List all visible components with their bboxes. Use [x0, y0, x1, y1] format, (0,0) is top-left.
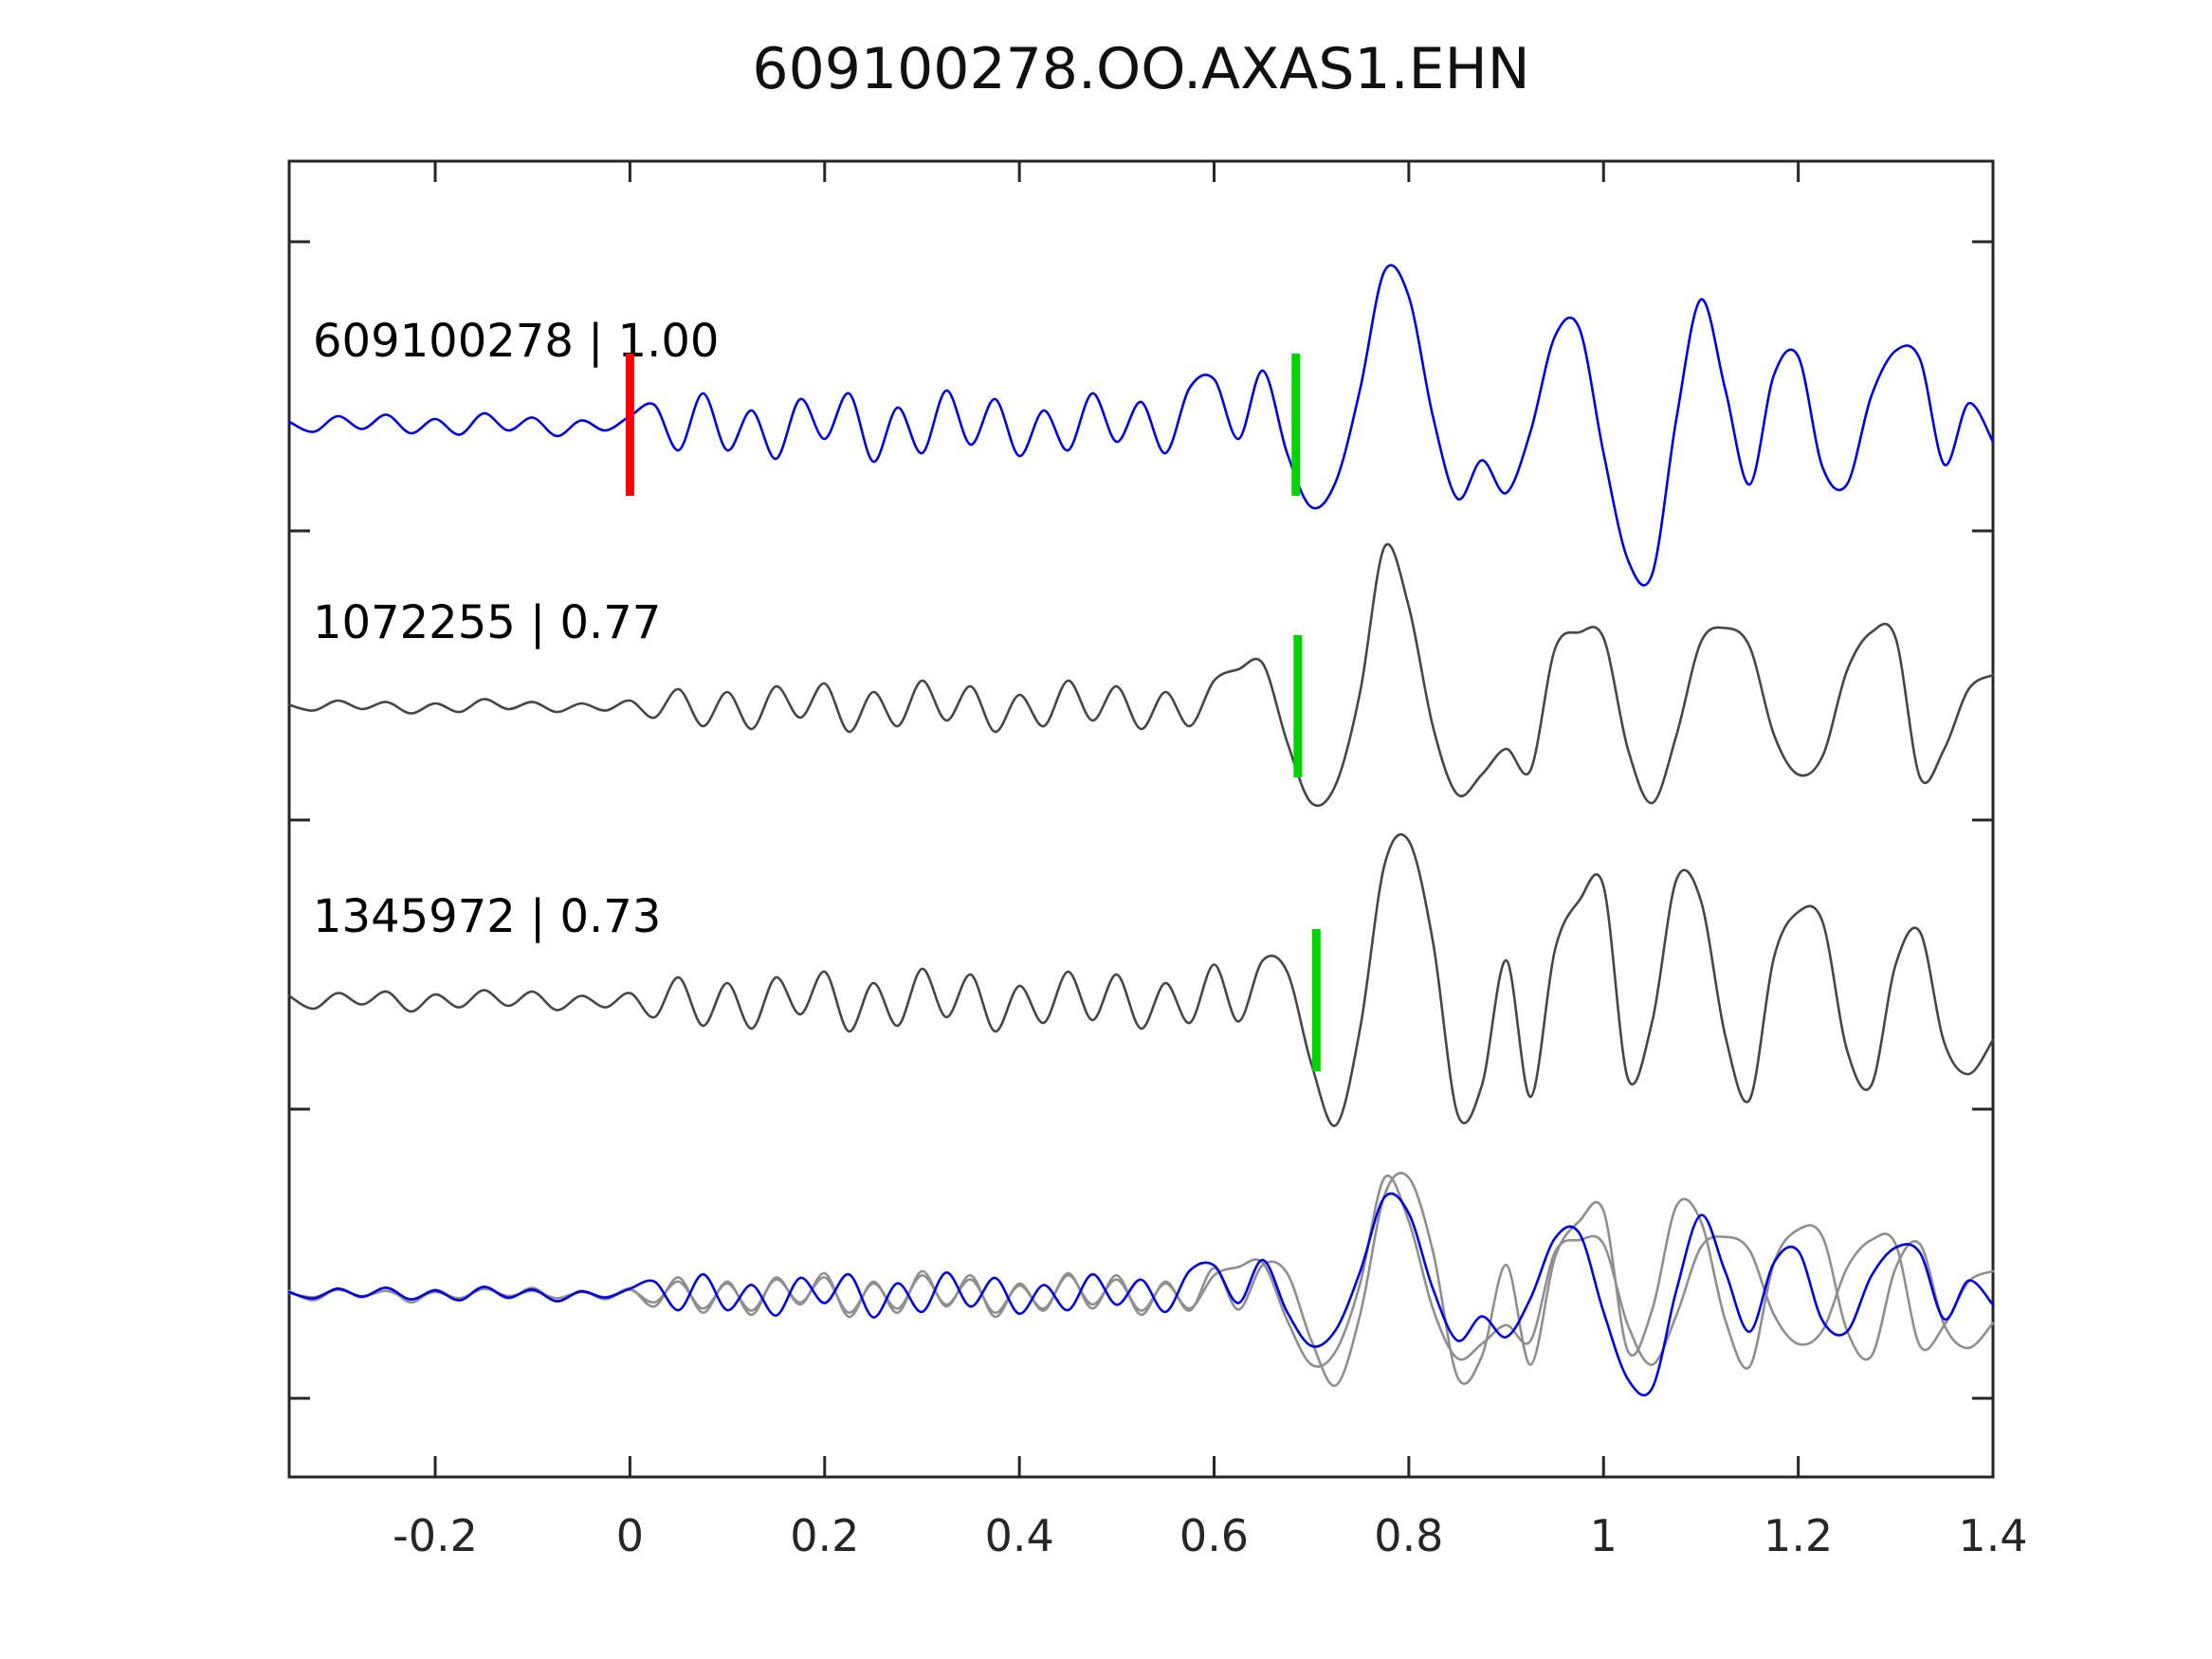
trace-1072255 [287, 542, 1995, 808]
x-tick-label: 0.8 [1374, 1510, 1443, 1561]
x-tick-label: 1 [1590, 1510, 1618, 1561]
overlay-trace-609100278 [287, 1192, 1995, 1396]
figure-title: 609100278.OO.AXAS1.EHN [752, 36, 1530, 102]
x-tick-label: 0.2 [790, 1510, 859, 1561]
trace-609100278 [287, 264, 1995, 587]
x-tick-label: 0.6 [1179, 1510, 1249, 1561]
x-tick-label: -0.2 [393, 1510, 478, 1561]
trace-label-1345972: 1345972 | 0.73 [313, 890, 661, 943]
x-tick-label: 1.4 [1958, 1510, 2027, 1561]
x-tick-label: 1.2 [1764, 1510, 1833, 1561]
trace-label-1072255: 1072255 | 0.77 [313, 596, 661, 649]
x-tick-label: 0 [616, 1510, 644, 1561]
x-tick-label: 0.4 [985, 1510, 1054, 1561]
overlay-trace-1072255 [287, 1175, 1995, 1368]
trace-1345972 [287, 833, 1995, 1127]
trace-label-609100278: 609100278 | 1.00 [313, 315, 719, 368]
